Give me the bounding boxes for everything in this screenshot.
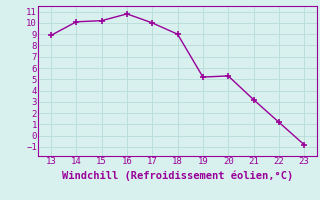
X-axis label: Windchill (Refroidissement éolien,°C): Windchill (Refroidissement éolien,°C) bbox=[62, 171, 293, 181]
